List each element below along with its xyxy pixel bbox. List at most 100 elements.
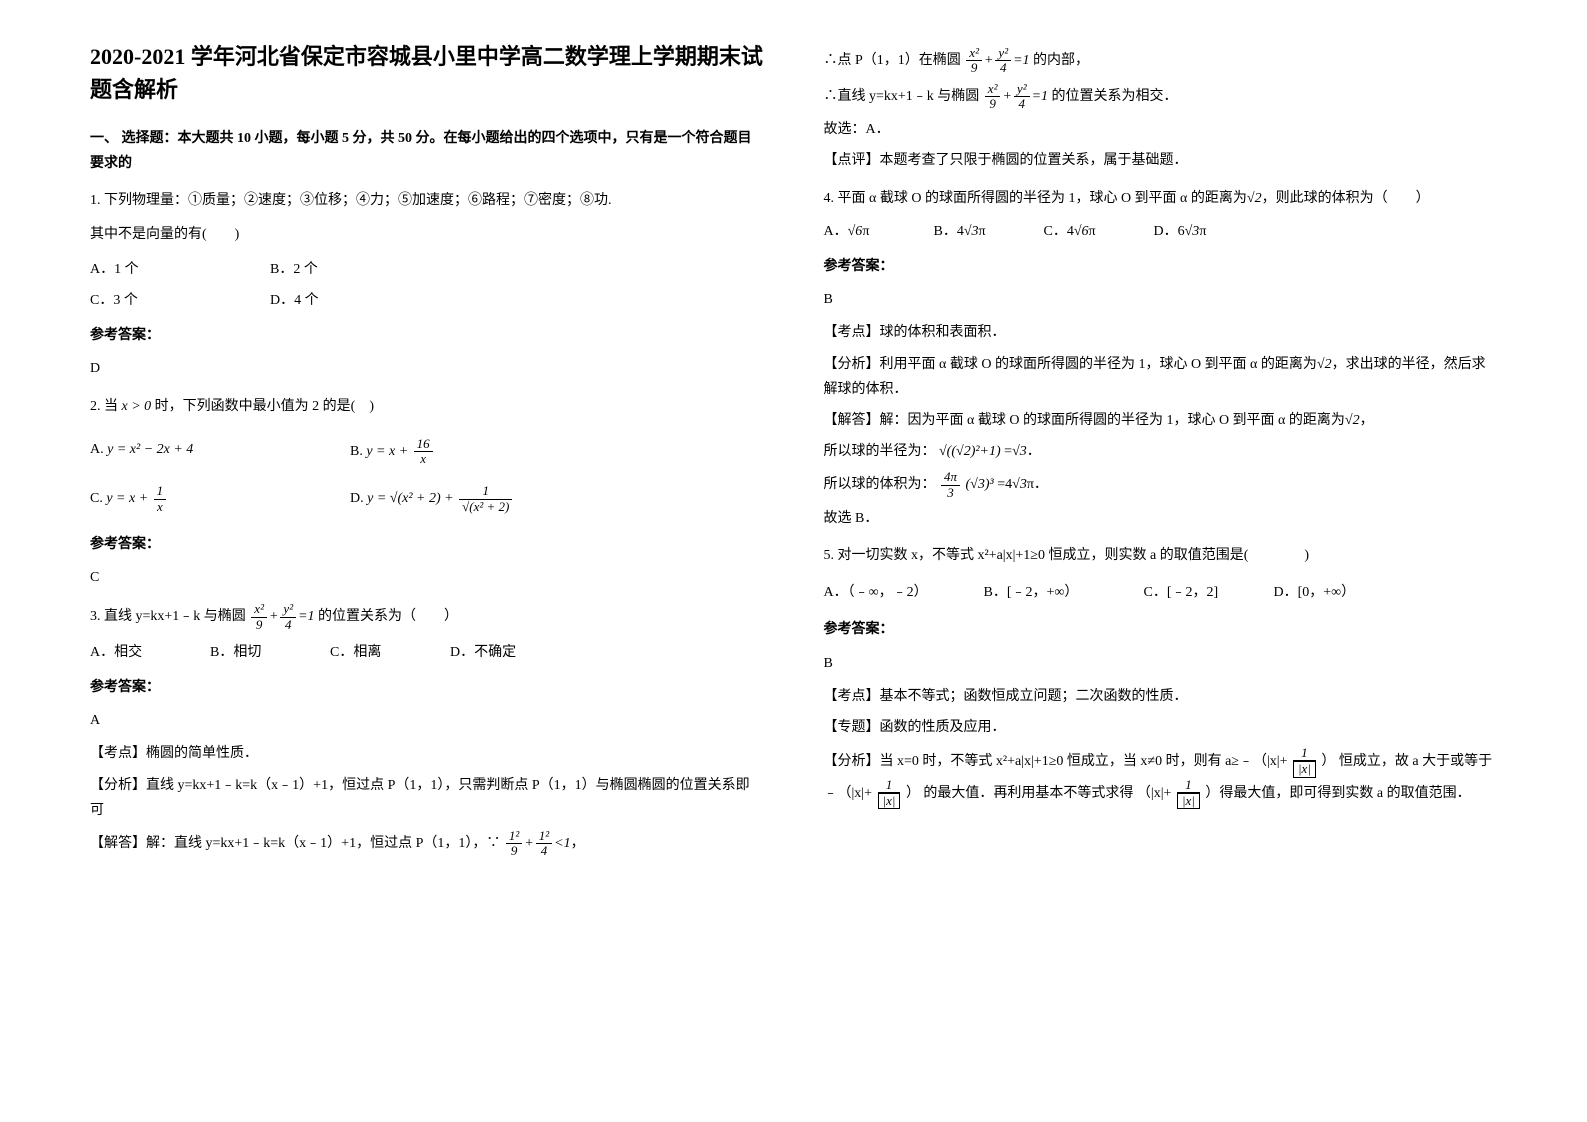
y2b: y²: [995, 46, 1011, 61]
sqrt3-r: √3: [1012, 444, 1027, 459]
q4b-s: π: [979, 224, 986, 239]
q3-analysis: 【分析】直线 y=kx+1﹣k=k（x﹣1）+1，恒过点 P（1，1），只需判断…: [90, 773, 764, 823]
right-column: ∴点 P（1，1）在椭圆 x²9+y²4=1 的内部， ∴直线 y=kx+1﹣k…: [794, 40, 1528, 1082]
q3r-line3: 故选：A．: [824, 117, 1498, 142]
absx-b: |x|: [878, 793, 901, 809]
q4-volume: 所以球的体积为： 4π3 (√3)³ =4√3π．: [824, 470, 1498, 500]
q2-d-label: D.: [350, 491, 364, 506]
q5-answer-label: 参考答案：: [824, 617, 1498, 642]
x2b: x²: [966, 46, 982, 61]
q4-rad-suffix: ．: [1027, 444, 1041, 459]
q4-solve: 【解答】解：因为平面 α 截球 O 的球面所得圆的半径为 1，球心 O 到平面 …: [824, 408, 1498, 433]
n9d: 9: [985, 97, 1001, 111]
q4-vol-eq: =4: [997, 477, 1012, 492]
lt1: <1: [554, 836, 570, 851]
q2-c-label: C.: [90, 491, 103, 506]
q2-d-prefix: y = √(x² + 2) +: [367, 491, 453, 506]
q5-ana-prefix: 【分析】当 x=0 时，不等式 x²+a|x|+1≥0 恒成立，当 x≠0 时，…: [824, 754, 1288, 769]
q2-cond: x > 0: [122, 399, 152, 414]
n4d: 4: [1014, 97, 1030, 111]
three: 3: [941, 486, 960, 500]
absx-c: |x|: [1177, 793, 1200, 809]
one-b: 1: [878, 778, 901, 793]
question-3: 3. 直线 y=kx+1﹣k 与椭圆 x²9+y²4=1 的位置关系为（ ） A…: [90, 602, 764, 858]
frac-1x-a: 1|x|: [1291, 746, 1318, 778]
q3-text: 3. 直线 y=kx+1﹣k 与椭圆 x²9+y²4=1 的位置关系为（ ）: [90, 602, 764, 632]
q5-point: 【考点】基本不等式；函数恒成立问题；二次函数的性质．: [824, 684, 1498, 709]
q2-answer: C: [90, 565, 764, 590]
question-4: 4. 平面 α 截球 O 的球面所得圆的半径为 1，球心 O 到平面 α 的距离…: [824, 186, 1498, 531]
q4-suffix: ，则此球的体积为（ ）: [1262, 191, 1430, 206]
sqrt6-c: √6: [1074, 224, 1089, 239]
sqrt6-a: √6: [848, 224, 863, 239]
sqrt2-3: √2: [1345, 413, 1360, 428]
sqrt3-d: √3: [1185, 224, 1200, 239]
eq1b: =1: [1013, 53, 1029, 68]
q3r-l2-suffix: 的位置关系为相交．: [1052, 89, 1178, 104]
q4-point: 【考点】球的体积和表面积．: [824, 320, 1498, 345]
frac-1x-b: 1|x|: [876, 778, 903, 810]
q4-text: 4. 平面 α 截球 O 的球面所得圆的半径为 1，球心 O 到平面 α 的距离…: [824, 186, 1498, 211]
o12a: 1²: [506, 829, 522, 844]
q4-radius: 所以球的半径为： √((√2)²+1) =√3．: [824, 439, 1498, 464]
fourpi: 4π: [941, 470, 960, 485]
q5-option-d: D．[0，+∞）: [1274, 580, 1404, 605]
q4a-p: A．: [824, 224, 848, 239]
q3-answer-label: 参考答案：: [90, 675, 764, 700]
frac-1: 1: [154, 484, 167, 499]
sqrt2-2: √2: [1317, 357, 1332, 372]
q5-topic: 【专题】函数的性质及应用．: [824, 715, 1498, 740]
vol-frac: 4π3: [939, 470, 962, 500]
n4b: 4: [536, 844, 552, 858]
q4-sol-suffix: ，: [1360, 413, 1374, 428]
q1-option-b: B．2 个: [270, 257, 450, 282]
frac-16: 16: [414, 437, 433, 452]
question-2: 2. 当 x > 0 时，下列函数中最小值为 2 的是( ) A. y = x²…: [90, 394, 764, 591]
frac-1x-c: 1|x|: [1175, 778, 1202, 810]
sqrt-expr: √((√2)²+1): [939, 444, 1001, 459]
sqrt2-1: √2: [1247, 191, 1262, 206]
q4-ana-prefix: 【分析】利用平面 α 截球 O 的球面所得圆的半径为 1，球心 O 到平面 α …: [824, 357, 1317, 372]
q5-analysis: 【分析】当 x=0 时，不等式 x²+a|x|+1≥0 恒成立，当 x≠0 时，…: [824, 746, 1498, 809]
q5-option-c: C．[﹣2，2]: [1144, 580, 1274, 605]
left-column: 2020-2021 学年河北省保定市容城县小里中学高二数学理上学期期末试题含解析…: [60, 40, 794, 1082]
q4b-p: B．4: [934, 224, 964, 239]
q3-suffix: 的位置关系为（ ）: [318, 609, 458, 624]
frac-x: x: [414, 452, 433, 466]
q5-option-a: A．（﹣∞，﹣2）: [824, 580, 984, 605]
q4c-s: π: [1089, 224, 1096, 239]
q1-answer-label: 参考答案：: [90, 323, 764, 348]
q2-a-label: A.: [90, 442, 104, 457]
q1-answer: D: [90, 356, 764, 381]
q2-suffix: 时，下列函数中最小值为 2 的是( ): [155, 399, 374, 414]
q3-answer: A: [90, 708, 764, 733]
q3-point: 【考点】椭圆的简单性质．: [90, 741, 764, 766]
q4-conclusion: 故选 B．: [824, 506, 1498, 531]
q2-option-a: A. y = x² − 2x + 4: [90, 437, 350, 467]
q2-b-formula: y = x + 16x: [366, 437, 434, 467]
q3r-line1: ∴点 P（1，1）在椭圆 x²9+y²4=1 的内部，: [824, 46, 1498, 76]
q5-option-b: B．[﹣2，+∞）: [984, 580, 1144, 605]
q1-option-a: A．1 个: [90, 257, 270, 282]
q4-prefix: 4. 平面 α 截球 O 的球面所得圆的半径为 1，球心 O 到平面 α 的距离…: [824, 191, 1247, 206]
frac-sqrt: √(x² + 2): [459, 500, 512, 514]
q1-sub: 其中不是向量的有( ): [90, 222, 764, 247]
q3-solve-prefix: 【解答】解：直线 y=kx+1﹣k=k（x﹣1）+1，恒过点 P（1，1），∵: [90, 836, 500, 851]
q3-prefix: 3. 直线 y=kx+1﹣k 与椭圆: [90, 609, 246, 624]
q4c-p: C．4: [1044, 224, 1074, 239]
section-1-header: 一、 选择题：本大题共 10 小题，每小题 5 分，共 50 分。在每小题给出的…: [90, 126, 764, 176]
q2-b-label: B.: [350, 444, 363, 459]
q2-c-prefix: y = x +: [106, 491, 148, 506]
q1-text: 1. 下列物理量：①质量；②速度；③位移；④力；⑤加速度；⑥路程；⑦密度；⑧功.: [90, 188, 764, 213]
eq1a: =1: [298, 609, 314, 624]
q5-ana-mid2: ） 的最大值．再利用基本不等式求得 （|x|+: [906, 786, 1172, 801]
q3r-l2-prefix: ∴直线 y=kx+1﹣k 与椭圆: [824, 89, 980, 104]
cube: (√3)³: [966, 477, 994, 492]
absx-a: |x|: [1293, 761, 1316, 777]
q2-c-formula: y = x + 1x: [106, 484, 168, 514]
q4-sol-prefix: 【解答】解：因为平面 α 截球 O 的球面所得圆的半径为 1，球心 O 到平面 …: [824, 413, 1345, 428]
q4a-s: π: [862, 224, 869, 239]
q4-option-b: B．4√3π: [934, 219, 1044, 244]
n4c: 4: [995, 61, 1011, 75]
q2-b-prefix: y = x +: [366, 444, 408, 459]
